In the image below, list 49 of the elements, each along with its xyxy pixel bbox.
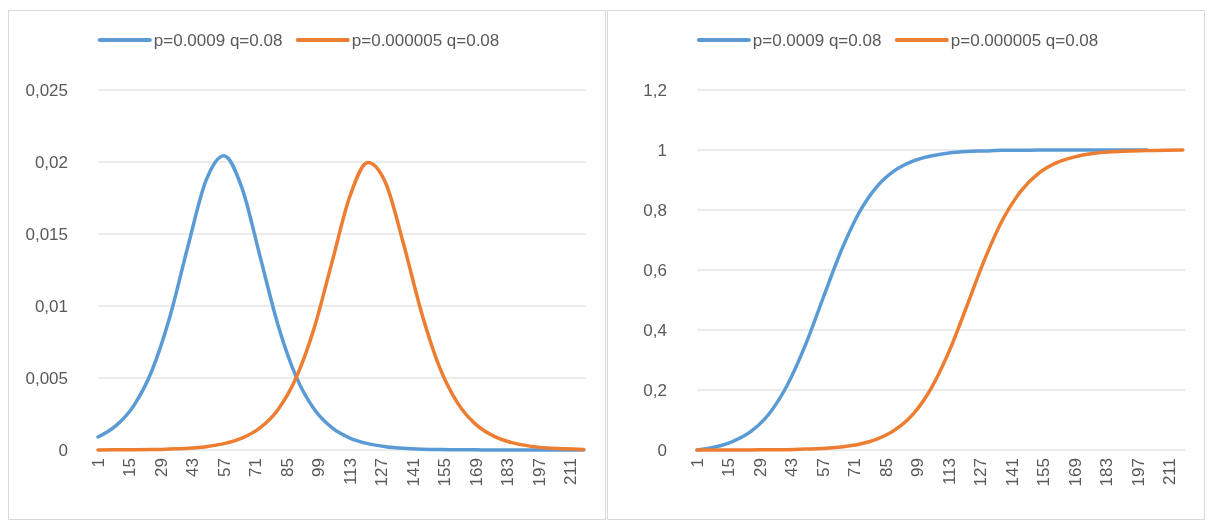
legend-label: p=0.0009 q=0.08	[752, 30, 882, 50]
x-tick-label: 183	[498, 458, 518, 487]
x-tick-label: 183	[1097, 458, 1117, 487]
x-tick-label: 85	[876, 458, 896, 477]
x-tick-label: 57	[214, 458, 234, 477]
y-tick-label: 1	[657, 140, 667, 160]
y-tick-label: 0	[58, 440, 68, 460]
x-tick-label: 155	[435, 458, 455, 487]
y-tick-label: 0,02	[34, 152, 68, 172]
x-tick-label: 43	[183, 458, 203, 477]
x-tick-label: 197	[1128, 458, 1148, 487]
x-tick-label: 169	[466, 458, 486, 487]
x-tick-label: 141	[403, 458, 423, 487]
legend-label: p=0.000005 q=0.08	[950, 30, 1099, 50]
x-tick-label: 43	[782, 458, 802, 477]
y-tick-label: 0,2	[643, 380, 667, 400]
x-tick-label: 71	[845, 458, 865, 477]
x-tick-label: 1	[88, 458, 108, 468]
x-tick-label: 15	[719, 458, 739, 477]
x-tick-label: 113	[939, 458, 959, 486]
x-tick-label: 113	[340, 458, 360, 486]
x-tick-label: 127	[372, 458, 392, 487]
x-tick-label: 57	[813, 458, 833, 477]
y-tick-label: 0,025	[25, 80, 68, 100]
x-tick-label: 29	[151, 458, 171, 477]
x-tick-label: 99	[908, 458, 928, 477]
x-tick-label: 85	[277, 458, 297, 477]
y-tick-label: 0,4	[643, 320, 667, 340]
y-tick-label: 0	[657, 440, 667, 460]
x-tick-label: 71	[246, 458, 266, 477]
y-tick-label: 0,8	[643, 200, 667, 220]
legend-label: p=0.000005 q=0.08	[351, 30, 500, 50]
y-tick-label: 0,015	[25, 224, 68, 244]
x-tick-label: 29	[750, 458, 770, 477]
legend-label: p=0.0009 q=0.08	[153, 30, 283, 50]
y-tick-label: 1,2	[643, 80, 667, 100]
x-tick-label: 155	[1034, 458, 1054, 487]
x-tick-label: 1	[687, 458, 707, 468]
x-tick-label: 15	[120, 458, 140, 477]
x-tick-label: 141	[1002, 458, 1022, 487]
x-tick-label: 211	[561, 458, 581, 486]
y-tick-label: 0,6	[643, 260, 667, 280]
x-tick-label: 211	[1160, 458, 1180, 486]
x-tick-label: 99	[309, 458, 329, 477]
y-tick-label: 0,01	[34, 296, 68, 316]
x-tick-label: 169	[1065, 458, 1085, 487]
x-tick-label: 127	[971, 458, 991, 487]
x-tick-label: 197	[529, 458, 549, 487]
y-tick-label: 0,005	[25, 368, 68, 388]
